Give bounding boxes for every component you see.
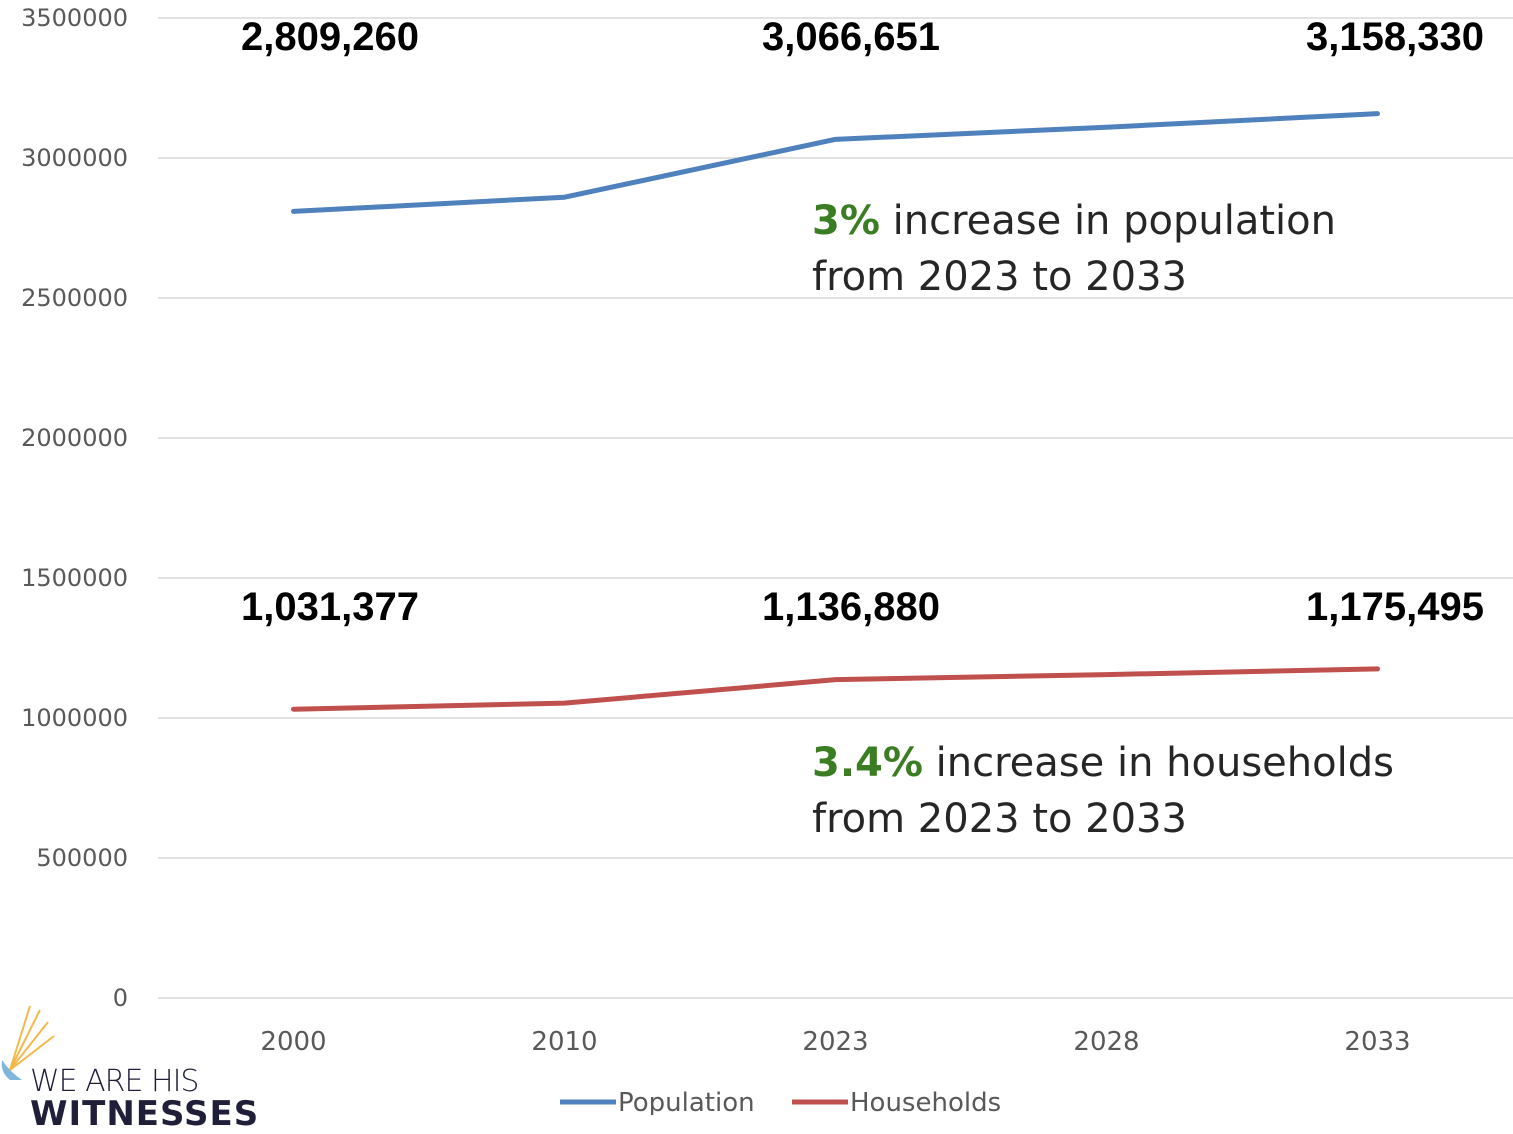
- population-annotation-line2: from 2023 to 2033: [812, 254, 1187, 300]
- y-tick-label: 2000000: [21, 424, 128, 452]
- data-labels: 2,809,260 3,066,651 3,158,330 1,031,377 1,13…: [241, 15, 1484, 629]
- y-tick-label: 2500000: [21, 284, 128, 312]
- households-pct: 3.4%: [812, 740, 923, 786]
- population-annotation: 3% increase in population from 2023 to 2…: [812, 193, 1336, 305]
- households-annotation-line1: increase in households: [922, 740, 1394, 786]
- logo: WE ARE HIS WITNESSES: [0, 1000, 270, 1134]
- households-annotation: 3.4% increase in households from 2023 to…: [812, 735, 1394, 847]
- x-tick-label: 2010: [531, 1027, 597, 1057]
- series-lines: [291, 111, 1380, 712]
- households-annotation-line2: from 2023 to 2033: [812, 796, 1187, 842]
- x-axis-ticks: 2000 2010 2023 2028 2033: [260, 1027, 1410, 1057]
- logo-text-line1: WE ARE HIS: [30, 1064, 199, 1099]
- legend-label-population: Population: [618, 1088, 755, 1115]
- y-tick-label: 3000000: [21, 144, 128, 172]
- data-label-households: 1,136,880: [762, 585, 940, 629]
- y-tick-label: 1000000: [21, 704, 128, 732]
- population-pct: 3%: [812, 198, 880, 244]
- y-tick-label: 500000: [36, 844, 128, 872]
- data-label-households: 1,175,495: [1306, 585, 1484, 629]
- population-annotation-line1: increase in population: [879, 198, 1336, 244]
- sunburst-hands-icon: [1, 1005, 55, 1080]
- logo-text-line2: WITNESSES: [30, 1094, 260, 1134]
- y-axis-ticks: 0 500000 1000000 1500000 2000000 2500000 30000…: [21, 4, 128, 1012]
- data-label-population: 3,158,330: [1306, 15, 1484, 59]
- y-tick-label: 3500000: [21, 4, 128, 32]
- y-tick-label: 1500000: [21, 564, 128, 592]
- x-tick-label: 2000: [260, 1027, 326, 1057]
- data-label-population: 3,066,651: [762, 15, 940, 59]
- legend: Population Households: [560, 1088, 1001, 1115]
- x-tick-label: 2028: [1073, 1027, 1139, 1057]
- series-line-households: [291, 666, 1380, 712]
- gridlines: [158, 17, 1513, 999]
- y-tick-label: 0: [113, 984, 128, 1012]
- legend-label-households: Households: [850, 1088, 1001, 1115]
- data-label-population: 2,809,260: [241, 15, 419, 59]
- data-label-households: 1,031,377: [241, 585, 419, 629]
- series-line-population: [291, 111, 1380, 214]
- x-tick-label: 2023: [802, 1027, 868, 1057]
- x-tick-label: 2033: [1344, 1027, 1410, 1057]
